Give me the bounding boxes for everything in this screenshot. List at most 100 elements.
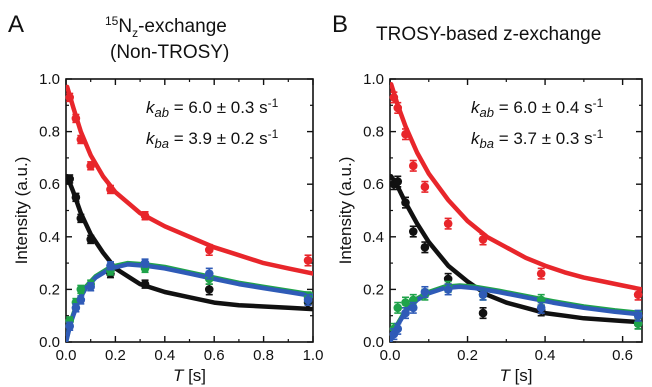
rate-sup: -1 [268,127,279,141]
rate-kba-a: kba = 3.9 ± 0.2 s-1 [146,127,279,151]
y-axis-label: Intensity (a.u.) [12,157,31,265]
x-tick-label: 0.2 [105,347,126,364]
data-point [633,290,643,299]
data-point [76,285,86,294]
data-point [478,290,488,299]
x-tick-label: 0.2 [457,347,478,364]
data-point [393,303,403,313]
rate-sup: -1 [593,127,604,141]
panel-a-title-line2: (Non-TROSY) [110,42,229,63]
title-subscript: z [132,26,138,40]
data-point [389,93,399,102]
data-point [204,269,214,278]
y-tick-label: 0.8 [363,124,384,141]
y-tick-label: 0.2 [363,281,384,298]
data-point [401,198,410,207]
y-tick-label: 0.6 [39,176,60,193]
data-point [408,227,418,236]
y-tick-label: 0.6 [363,176,384,193]
rate-value: = 3.7 ± 0.3 s [494,129,593,148]
title-superscript: 15 [105,14,119,28]
x-tick-label: 0.0 [56,347,77,364]
data-point [76,295,86,305]
panel-b-title: TROSY-based z-exchange [376,24,601,45]
data-point [393,103,403,113]
x-tick-label: 0.4 [154,347,175,364]
x-tick-label: 1.0 [303,347,324,364]
x-axis-label: T [s] [173,366,206,385]
x-axis-label: T [s] [499,366,532,385]
rate-value: = 6.0 ± 0.4 s [494,98,593,117]
x-axis-label-unit: [s] [183,366,206,385]
data-point [65,321,75,331]
rate-kab-a: kab = 6.0 ± 0.3 s-1 [146,96,279,120]
data-point [401,308,410,318]
data-point [420,182,430,192]
data-point [71,193,81,202]
x-axis-label-var: T [499,366,511,385]
plot-frame [389,78,643,343]
data-point [140,258,150,268]
rate-k: k [146,98,156,117]
panel-letter-a: A [8,11,24,38]
x-axis-label-unit: [s] [510,366,533,385]
plot-frame [65,78,314,343]
fit-curve-series-3 [66,262,313,342]
data-point [393,324,403,334]
y-axis-label: Intensity (a.u.) [336,157,355,265]
data-point [633,311,643,321]
data-point [303,256,313,265]
data-point [71,303,81,313]
data-point [401,129,410,139]
rate-value: = 6.0 ± 0.3 s [169,98,268,117]
data-point [478,235,488,244]
data-point [536,303,546,313]
data-point [76,135,86,144]
data-point [204,285,214,294]
data-point [65,93,75,102]
data-point [86,161,95,171]
x-tick-label: 0.6 [612,347,633,364]
title-main: N [118,16,132,37]
data-point [106,261,115,271]
data-point [401,298,410,307]
y-tick-label: 0.2 [39,281,60,298]
x-axis-label-var: T [173,366,185,385]
data-point [443,285,453,294]
fit-curve-series-0 [390,82,642,292]
data-point [420,243,430,252]
data-point [65,174,75,184]
rate-sub: ab [480,105,494,120]
data-point [76,214,86,223]
y-tick-label: 0.4 [363,229,384,246]
rate-sub: ba [155,136,169,151]
x-tick-label: 0.6 [204,347,225,364]
y-tick-label: 1.0 [39,71,60,88]
data-point [86,282,95,292]
y-tick-label: 0.8 [39,124,60,141]
data-point [140,279,150,289]
data-point [204,245,214,255]
data-point [408,303,418,313]
x-tick-label: 0.0 [380,347,401,364]
y-tick-label: 0.4 [39,229,60,246]
fit-curve-series-1 [390,174,642,325]
data-point [420,287,430,297]
panel-letter-b: B [332,11,348,38]
rate-sub: ba [480,136,494,151]
plot-a: 0.0 0.2 0.4 0.6 0.8 1.0 0.0 0.2 0.4 0.6 0.8 1.0 T [s… [12,71,323,385]
y-tick-label: 0.0 [39,334,60,351]
data-point [86,235,95,244]
rate-k: k [471,129,481,148]
data-point [408,161,418,171]
rate-kba-b: kba = 3.7 ± 0.3 s-1 [471,127,604,151]
rate-sub: ab [155,105,169,120]
rate-sup: -1 [593,96,604,110]
rate-k: k [146,129,156,148]
x-tick-label: 0.4 [535,347,556,364]
y-tick-label: 0.0 [363,334,384,351]
x-tick-label: 0.8 [253,347,274,364]
rate-sup: -1 [268,96,279,110]
data-point [71,114,81,123]
